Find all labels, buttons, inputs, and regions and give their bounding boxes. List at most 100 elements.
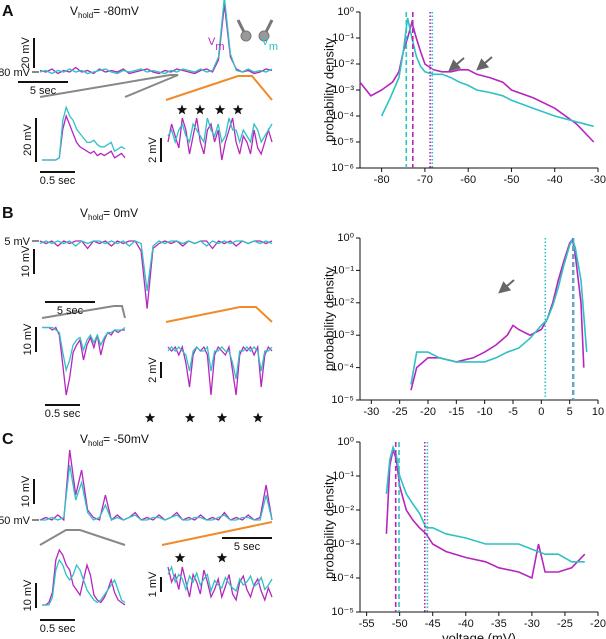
panel-title: Vhold= -50mV: [80, 432, 149, 448]
event-star: [176, 104, 188, 115]
trace-line: [39, 0, 273, 75]
y-tick-label: 10⁻²: [332, 297, 354, 309]
trace-line: [39, 240, 273, 292]
panel-label: A: [2, 3, 14, 20]
event-star: [252, 412, 264, 423]
electrode-icons: [236, 19, 274, 42]
event-star: [184, 412, 196, 423]
x-tick-label: -20: [420, 406, 436, 418]
x-tick-label: 0: [538, 406, 544, 418]
level-label: -80 mV: [0, 67, 31, 79]
density-line: [410, 237, 588, 385]
y-axis-label: probability density: [321, 474, 336, 579]
y-tick-label: 10⁻⁵: [331, 394, 354, 406]
x-tick-label: -30: [363, 406, 379, 418]
x-axis-label: voltage (mV): [442, 630, 516, 639]
x-tick-label: -35: [491, 618, 507, 630]
zoom-connector: [39, 74, 179, 98]
event-star: [144, 412, 156, 423]
y-tick-label: 10⁻⁵: [331, 606, 354, 618]
event-star: [216, 552, 228, 563]
x-tick-label: -10: [477, 406, 493, 418]
x-tick-label: -40: [547, 174, 563, 186]
legend-entry: Vm: [261, 36, 278, 53]
trace-line: [39, 449, 273, 522]
y-axis-label: probability density: [321, 266, 336, 371]
event-star: [232, 104, 244, 115]
event-star: [174, 552, 186, 563]
x-tick-label: -50: [504, 174, 520, 186]
y-tick-label: 10⁰: [337, 232, 354, 244]
scale-bar-label: 2 mV: [147, 357, 159, 383]
y-tick-label: 10⁻¹: [332, 264, 354, 276]
y-tick-label: 10⁰: [337, 436, 354, 448]
scale-bar-label: 5 sec: [30, 85, 57, 97]
density-line: [385, 446, 586, 580]
legend-sub: m: [215, 41, 224, 53]
arrows: [448, 56, 515, 294]
scale-bar-label: 10 mV: [20, 475, 32, 507]
trace-line: [167, 117, 273, 145]
y-tick-label: 10⁻⁴: [331, 572, 354, 584]
x-tick-label: -25: [557, 618, 573, 630]
x-tick-label: -30: [524, 618, 540, 630]
x-tick-label: -20: [590, 618, 606, 630]
trace-line: [42, 326, 125, 396]
y-tick-label: 10⁻⁵: [331, 136, 354, 148]
trace-line: [42, 105, 126, 161]
density-line: [380, 17, 594, 128]
title-part: V: [70, 4, 78, 18]
x-tick-label: -60: [460, 174, 476, 186]
trace-line: [40, 464, 273, 521]
y-tick-label: 10⁻¹: [332, 470, 354, 482]
title-part: V: [80, 432, 88, 446]
title-sub: hold: [88, 213, 103, 222]
title-part: = -50mV: [103, 432, 149, 446]
zoom-connector: [161, 521, 273, 546]
x-tick-label: -40: [458, 618, 474, 630]
trace-line: [167, 345, 273, 380]
scale-bar-label: 5 sec: [57, 305, 84, 317]
title-part: = 0mV: [103, 206, 138, 220]
scale-bar-label: 1 mV: [147, 571, 159, 597]
x-tick-label: -55: [359, 618, 375, 630]
zoom-connector: [165, 306, 273, 323]
scale-bar-label: 0.5 sec: [45, 408, 81, 420]
y-tick-label: 10⁻²: [332, 58, 354, 70]
x-tick-label: -70: [417, 174, 433, 186]
arrow: [498, 279, 515, 294]
density-line: [410, 237, 585, 391]
trace-line: [42, 326, 126, 373]
level-label: 5 mV: [4, 236, 30, 248]
x-tick-label: 10: [592, 406, 604, 418]
scale-bar-label: 10 mV: [22, 579, 34, 611]
zoom-connector: [165, 75, 273, 101]
y-tick-label: 10⁻⁴: [331, 362, 354, 374]
arrow: [448, 57, 465, 72]
trace-line: [167, 344, 273, 396]
x-tick-label: -80: [374, 174, 390, 186]
trace-line: [42, 558, 126, 606]
scale-bar-label: 5 sec: [234, 541, 261, 553]
panel-label: C: [2, 431, 14, 448]
legend-part: V: [261, 36, 269, 48]
scale-bar-label: 20 mV: [20, 36, 32, 68]
trace-line: [167, 566, 273, 602]
y-tick-label: 10⁻³: [332, 329, 354, 341]
x-tick-label: -30: [590, 174, 606, 186]
x-tick-label: -15: [448, 406, 464, 418]
level-label: -50 mV: [0, 515, 31, 527]
x-tick-label: 5: [567, 406, 573, 418]
x-tick-label: -25: [392, 406, 408, 418]
x-tick-label: -50: [392, 618, 408, 630]
scale-bar-label: 0.5 sec: [40, 175, 76, 187]
trace-line: [167, 565, 273, 594]
legend-part: V: [208, 36, 216, 48]
scale-bar-label: 0.5 sec: [40, 623, 76, 635]
zoom-connector: [39, 529, 126, 546]
y-tick-label: 10⁻⁶: [331, 162, 354, 174]
scale-bar-label: 10 mV: [20, 245, 32, 277]
density-line: [385, 444, 585, 563]
connectors: [39, 74, 273, 546]
